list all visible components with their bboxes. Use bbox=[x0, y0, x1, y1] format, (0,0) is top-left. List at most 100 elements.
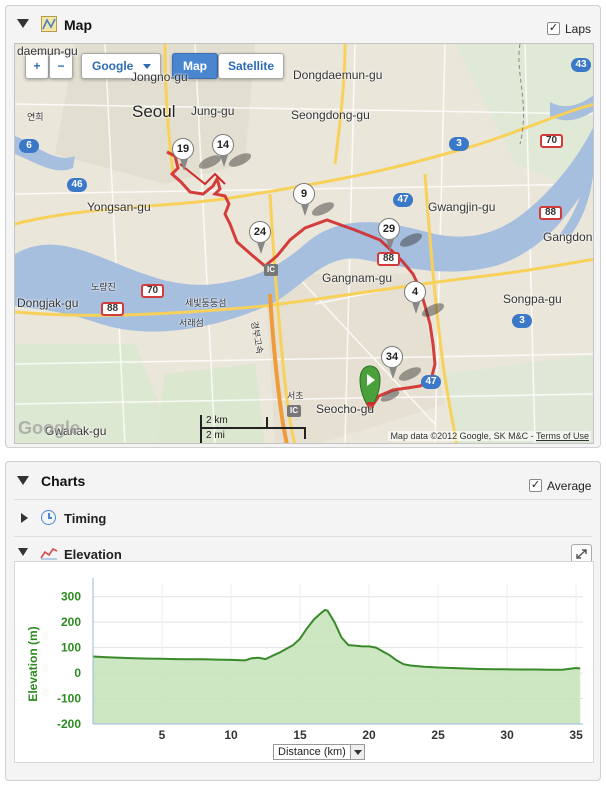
charts-panel: Charts ✓ Average Timing Elevation 300 200… bbox=[5, 461, 601, 781]
collapse-charts-icon[interactable] bbox=[17, 476, 29, 485]
x-tick-label: 20 bbox=[362, 728, 376, 742]
interchange-icon: IC bbox=[264, 264, 278, 276]
korean-place-label: 노량진 bbox=[91, 282, 116, 292]
lap-marker[interactable]: 4 bbox=[404, 281, 426, 314]
charts-panel-title: Charts bbox=[41, 473, 86, 489]
y-tick-label: -100 bbox=[57, 692, 81, 706]
y-tick-label: 100 bbox=[61, 641, 81, 655]
lap-marker[interactable]: 34 bbox=[381, 346, 403, 379]
chevron-down-icon bbox=[143, 64, 151, 69]
korean-place-label: 세빛둥둥섬 bbox=[185, 298, 227, 308]
google-logo: Google bbox=[18, 418, 80, 438]
district-label: Gangdon bbox=[543, 230, 593, 244]
road-shield: 3 bbox=[512, 314, 532, 328]
zoom-out-button[interactable]: − bbox=[49, 53, 73, 79]
district-label: Seongdong-gu bbox=[291, 108, 370, 122]
elevation-chart[interactable]: 300 200 100 0 -100 -200 5 10 15 20 25 30 35 Elevation… bbox=[14, 561, 594, 763]
map-canvas bbox=[15, 44, 593, 443]
road-shield: 47 bbox=[393, 193, 413, 207]
collapse-elevation-icon[interactable] bbox=[18, 548, 28, 556]
y-tick-label: 200 bbox=[61, 615, 81, 629]
map-panel-title: Map bbox=[64, 17, 92, 33]
start-marker bbox=[359, 365, 381, 411]
road-shield: 70 bbox=[141, 284, 165, 298]
timing-row[interactable]: Timing bbox=[6, 500, 600, 536]
timing-label: Timing bbox=[64, 511, 107, 526]
map-type-map-button[interactable]: Map bbox=[172, 53, 218, 79]
map-attribution: Map data ©2012 Google, SK M&C - Terms of… bbox=[388, 431, 591, 441]
district-label: Songpa-gu bbox=[503, 292, 562, 306]
y-axis-title: Elevation (m) bbox=[26, 626, 40, 701]
x-tick-label: 5 bbox=[159, 728, 166, 742]
route-map[interactable]: + − Google Map Satellite daemun-gu Jongn… bbox=[14, 43, 594, 444]
road-shield: 88 bbox=[101, 302, 125, 316]
district-label: Dongdaemun-gu bbox=[293, 68, 383, 82]
elevation-label: Elevation bbox=[64, 547, 122, 562]
x-tick-label: 10 bbox=[224, 728, 238, 742]
district-label: Dongjak-gu bbox=[17, 296, 79, 310]
laps-checkbox[interactable]: ✓ bbox=[547, 22, 560, 35]
scale-mi-label: 2 mi bbox=[206, 430, 225, 441]
clock-icon bbox=[41, 510, 56, 525]
district-label: Seocho-gu bbox=[316, 402, 375, 416]
road-shield: 3 bbox=[449, 137, 469, 151]
district-label: Yongsan-gu bbox=[87, 200, 151, 214]
elevation-chart-canvas: 300 200 100 0 -100 -200 5 10 15 20 25 30 35 Elevation… bbox=[26, 578, 583, 742]
x-tick-label: 15 bbox=[293, 728, 307, 742]
road-shield: 70 bbox=[540, 134, 564, 148]
elevation-line bbox=[92, 608, 581, 671]
zoom-in-button[interactable]: + bbox=[25, 53, 49, 79]
lap-marker[interactable]: 14 bbox=[212, 134, 234, 167]
collapse-map-icon[interactable] bbox=[17, 19, 29, 28]
district-label: Gwangjin-gu bbox=[428, 200, 496, 214]
x-tick-label: 35 bbox=[569, 728, 583, 742]
district-label: daemun-gu bbox=[17, 44, 78, 58]
road-shield: 46 bbox=[67, 178, 87, 192]
charts-panel-header: Charts ✓ Average bbox=[6, 462, 600, 496]
x-axis-label: Distance (km) bbox=[278, 746, 346, 758]
route-track bbox=[166, 150, 437, 411]
district-label: Gangnam-gu bbox=[322, 271, 393, 285]
laps-label: Laps bbox=[565, 22, 592, 36]
x-tick-label: 30 bbox=[500, 728, 514, 742]
elevation-area bbox=[93, 610, 581, 724]
district-label: Gwanak-gu bbox=[45, 424, 107, 438]
district-label: Jongno-gu bbox=[131, 70, 188, 84]
attribution-text: Map data ©2012 Google, SK M&C - bbox=[390, 431, 536, 441]
y-tick-label: 300 bbox=[61, 590, 81, 604]
map-panel-header: Map ✓ Laps bbox=[6, 6, 600, 40]
map-icon bbox=[41, 16, 57, 32]
divider bbox=[14, 499, 592, 500]
road-shield: 43 bbox=[571, 58, 591, 72]
terms-link[interactable]: Terms of Use bbox=[535, 431, 589, 441]
provider-dropdown[interactable]: Google bbox=[81, 53, 161, 79]
lap-marker[interactable]: 29 bbox=[378, 218, 400, 251]
lap-marker[interactable]: 19 bbox=[172, 138, 194, 171]
x-axis-selector[interactable]: Distance (km) bbox=[273, 744, 365, 760]
provider-label: Google bbox=[92, 59, 134, 73]
y-tick-label: 0 bbox=[74, 666, 81, 680]
district-label: Jung-gu bbox=[191, 104, 235, 118]
map-type-satellite-button[interactable]: Satellite bbox=[218, 53, 284, 79]
elevation-row[interactable]: Elevation bbox=[6, 537, 600, 564]
scale-km-label: 2 km bbox=[206, 415, 228, 426]
map-scale: 2 km 2 mi bbox=[200, 415, 306, 443]
road-shield: 6 bbox=[19, 139, 39, 153]
expand-timing-icon[interactable] bbox=[21, 513, 28, 523]
y-tick-label: -200 bbox=[57, 717, 81, 731]
lap-marker[interactable]: 24 bbox=[249, 221, 271, 254]
road-shield: 47 bbox=[421, 375, 441, 389]
average-label: Average bbox=[547, 479, 592, 493]
interchange-icon: IC bbox=[287, 405, 301, 417]
x-tick-label: 25 bbox=[431, 728, 445, 742]
chevron-down-icon[interactable] bbox=[350, 745, 364, 759]
divider bbox=[14, 536, 592, 537]
korean-place-label: 연희 bbox=[27, 112, 44, 122]
korean-place-label: 서초 bbox=[287, 391, 304, 401]
average-checkbox[interactable]: ✓ bbox=[529, 479, 542, 492]
elevation-chart-icon bbox=[40, 546, 58, 563]
map-panel: Map ✓ Laps bbox=[5, 5, 601, 448]
road-shield: 88 bbox=[377, 252, 401, 266]
city-label: Seoul bbox=[132, 102, 176, 121]
lap-marker[interactable]: 9 bbox=[293, 183, 315, 216]
